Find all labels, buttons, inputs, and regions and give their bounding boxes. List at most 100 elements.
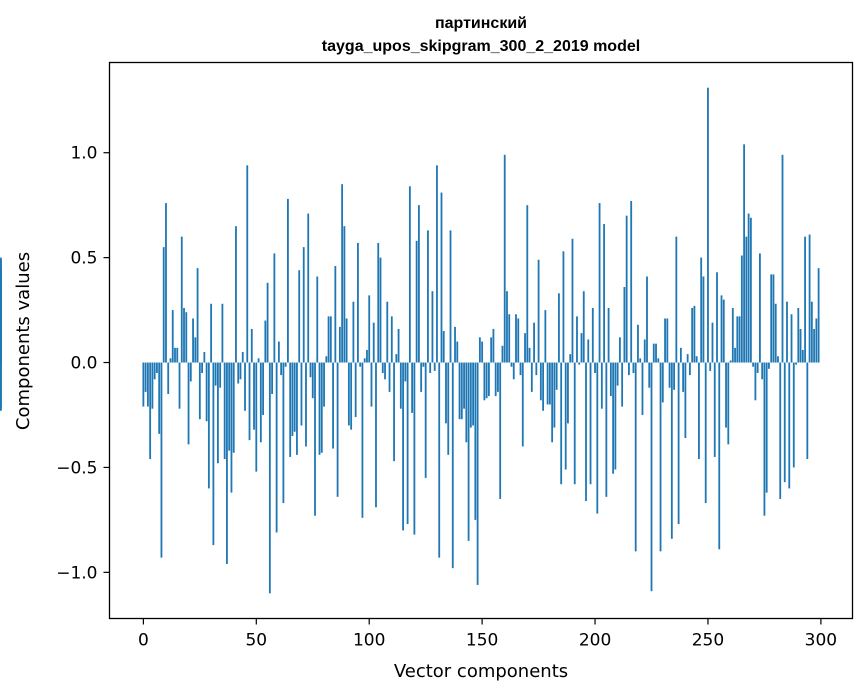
bar xyxy=(273,253,276,363)
bar xyxy=(449,230,452,363)
bar xyxy=(521,362,524,447)
bar xyxy=(187,362,190,445)
bar xyxy=(628,362,630,376)
bar xyxy=(277,341,280,363)
bar xyxy=(368,295,371,363)
bar xyxy=(0,257,2,363)
bar xyxy=(230,362,233,493)
bar xyxy=(203,352,206,363)
bar xyxy=(329,316,332,363)
bar xyxy=(544,310,547,363)
bar xyxy=(799,328,802,363)
bar xyxy=(162,247,165,363)
bar xyxy=(255,362,258,472)
bar xyxy=(772,274,775,363)
bar xyxy=(517,318,520,363)
bar xyxy=(472,362,474,426)
bar xyxy=(621,362,624,407)
bar xyxy=(481,341,484,363)
bar xyxy=(535,362,538,376)
bar xyxy=(205,362,208,422)
y-tick-label: 0.5 xyxy=(70,249,97,269)
bar xyxy=(713,362,716,457)
bar xyxy=(375,362,377,508)
bar xyxy=(539,362,542,401)
bar xyxy=(291,362,294,436)
bar xyxy=(806,362,809,460)
bar xyxy=(804,236,806,363)
bar xyxy=(284,362,287,367)
bar xyxy=(555,362,558,390)
bar xyxy=(569,354,572,363)
y-tick-label: −1.0 xyxy=(56,563,97,583)
bar xyxy=(232,362,235,453)
bar xyxy=(786,301,788,363)
bar xyxy=(648,362,651,388)
bar xyxy=(350,362,353,430)
bar xyxy=(343,226,346,363)
bar xyxy=(253,362,255,430)
bar xyxy=(149,362,152,460)
bar xyxy=(194,337,197,363)
bar xyxy=(250,328,253,363)
bar xyxy=(716,272,718,363)
bar xyxy=(300,362,303,426)
bar xyxy=(625,215,628,363)
bar xyxy=(675,236,678,363)
bar xyxy=(445,362,447,424)
bar xyxy=(725,362,727,428)
bar xyxy=(309,362,312,378)
bar xyxy=(722,299,725,363)
bar xyxy=(603,224,605,363)
x-axis-ticks: 0 50 100 150 200 250 300 xyxy=(138,618,837,651)
bar xyxy=(562,251,565,363)
x-axis-label: Vector components xyxy=(394,661,568,682)
bar xyxy=(497,362,499,392)
chart-subtitle: tayga_upos_skipgram_300_2_2019 model xyxy=(322,38,640,55)
bar xyxy=(589,362,592,485)
bar xyxy=(325,356,328,363)
y-axis-label: Components values xyxy=(13,252,34,430)
bar xyxy=(510,362,513,367)
bar xyxy=(623,287,626,363)
chart-title: партинский xyxy=(435,15,527,32)
bar xyxy=(442,331,445,363)
bar xyxy=(777,356,779,363)
bar xyxy=(797,307,800,363)
bar xyxy=(413,362,416,535)
bar xyxy=(709,362,712,371)
bar xyxy=(700,257,703,363)
bar xyxy=(235,226,237,363)
bar xyxy=(424,362,427,478)
bar xyxy=(320,362,323,453)
bar xyxy=(537,259,540,363)
bar xyxy=(214,362,217,386)
bar xyxy=(698,362,700,460)
bar xyxy=(447,362,450,455)
bar xyxy=(759,253,761,363)
bar xyxy=(695,356,698,363)
x-tick-label: 300 xyxy=(805,631,837,651)
x-tick-label: 0 xyxy=(138,631,149,651)
bar xyxy=(641,362,644,415)
bar xyxy=(585,362,587,502)
bar xyxy=(657,358,660,363)
bar xyxy=(440,192,443,363)
bar xyxy=(397,328,400,363)
bar xyxy=(176,347,179,363)
bar xyxy=(494,362,497,397)
bar xyxy=(743,144,746,363)
bar xyxy=(756,362,759,374)
bar xyxy=(618,337,621,363)
bar xyxy=(212,362,215,546)
bar xyxy=(323,362,325,407)
bar xyxy=(302,247,305,363)
bar xyxy=(210,303,213,363)
bar xyxy=(612,362,615,474)
bar xyxy=(314,362,316,516)
bar xyxy=(567,362,569,424)
bar xyxy=(266,282,269,363)
bar xyxy=(573,362,576,485)
bar xyxy=(469,362,472,428)
bar xyxy=(666,318,669,363)
